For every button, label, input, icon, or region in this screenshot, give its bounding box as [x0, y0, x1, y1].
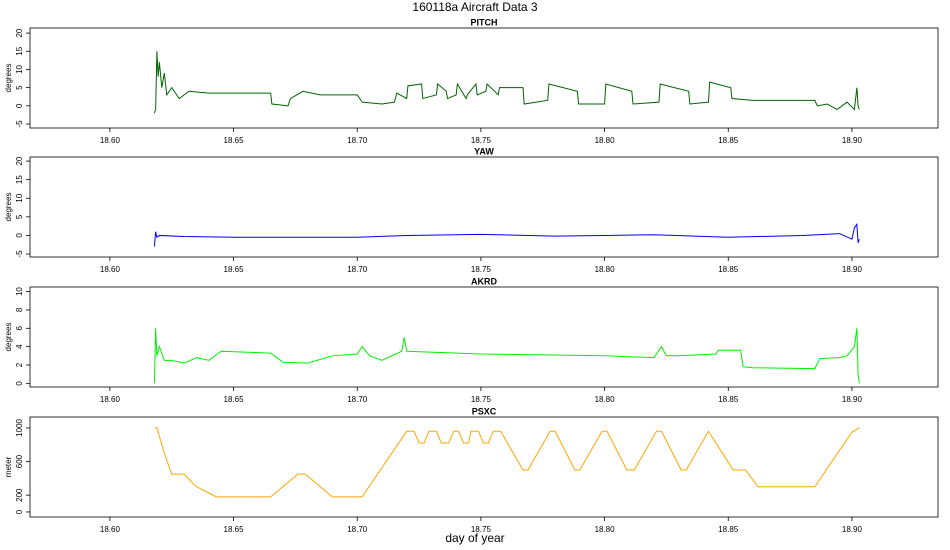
- y-tick-label: 0: [15, 509, 24, 514]
- x-tick-label: 18.90: [842, 265, 863, 274]
- x-tick-label: 18.80: [595, 136, 616, 145]
- y-axis-label: degrees: [4, 64, 13, 93]
- panel-title: YAW: [474, 146, 494, 156]
- x-tick-label: 18.75: [471, 265, 492, 274]
- x-tick-label: 18.60: [100, 395, 121, 404]
- panel-title: AKRD: [471, 276, 497, 286]
- x-tick-label: 18.65: [224, 265, 245, 274]
- x-tick-label: 18.60: [100, 265, 121, 274]
- x-tick-label: 18.80: [595, 525, 616, 534]
- x-tick-label: 18.65: [224, 525, 245, 534]
- y-tick-label: 5: [15, 85, 24, 90]
- plot-frame: [29, 156, 939, 258]
- plot-frame: [29, 27, 939, 129]
- x-tick-label: 18.80: [595, 265, 616, 274]
- y-tick-label: 1000: [15, 418, 24, 436]
- x-tick-label: 18.75: [471, 395, 492, 404]
- data-line: [153, 328, 860, 384]
- y-tick-label: 20: [15, 28, 24, 37]
- data-line: [153, 51, 860, 114]
- x-tick-label: 18.85: [718, 525, 739, 534]
- y-tick-label: 0: [15, 233, 24, 238]
- x-tick-label: 18.90: [842, 525, 863, 534]
- y-axis-label: degrees: [4, 193, 13, 222]
- x-tick-label: 18.70: [347, 395, 368, 404]
- y-tick-label: 0: [15, 381, 24, 386]
- y-tick-label: 10: [15, 193, 24, 202]
- y-tick-label: 600: [15, 454, 24, 468]
- panel-title: PSXC: [472, 406, 497, 416]
- x-tick-label: 18.70: [347, 136, 368, 145]
- x-tick-label: 18.90: [842, 395, 863, 404]
- y-tick-label: 2: [15, 362, 24, 367]
- plot-frame: [29, 286, 939, 388]
- x-tick-label: 18.90: [842, 136, 863, 145]
- x-tick-label: 18.60: [100, 136, 121, 145]
- x-tick-label: 18.85: [718, 265, 739, 274]
- y-tick-label: 10: [15, 287, 24, 296]
- y-tick-label: 15: [15, 46, 24, 55]
- y-tick-label: 6: [15, 326, 24, 331]
- x-tick-label: 18.65: [224, 395, 245, 404]
- x-tick-label: 18.75: [471, 136, 492, 145]
- panel-title: PITCH: [471, 17, 498, 27]
- x-tick-label: 18.75: [471, 525, 492, 534]
- x-tick-label: 18.60: [100, 525, 121, 534]
- x-tick-label: 18.85: [718, 136, 739, 145]
- x-axis-label: day of year: [445, 531, 504, 545]
- y-tick-label: 15: [15, 175, 24, 184]
- x-tick-label: 18.70: [347, 265, 368, 274]
- plot-frame: [29, 416, 939, 518]
- y-axis-label: meter: [4, 456, 13, 477]
- x-tick-label: 18.65: [224, 136, 245, 145]
- data-line: [153, 222, 860, 247]
- y-tick-label: -5: [15, 250, 24, 258]
- main-title: 160118a Aircraft Data 3: [412, 0, 538, 14]
- y-tick-label: 5: [15, 214, 24, 219]
- data-line: [154, 427, 860, 498]
- y-axis-label: degrees: [4, 323, 13, 352]
- x-tick-label: 18.85: [718, 395, 739, 404]
- y-tick-label: 4: [15, 344, 24, 349]
- y-tick-label: 200: [15, 488, 24, 502]
- y-tick-label: 10: [15, 64, 24, 73]
- y-tick-label: 20: [15, 156, 24, 165]
- y-tick-label: 0: [15, 103, 24, 108]
- y-tick-label: -5: [15, 120, 24, 128]
- y-tick-label: 8: [15, 307, 24, 312]
- x-tick-label: 18.70: [347, 525, 368, 534]
- x-tick-label: 18.80: [595, 395, 616, 404]
